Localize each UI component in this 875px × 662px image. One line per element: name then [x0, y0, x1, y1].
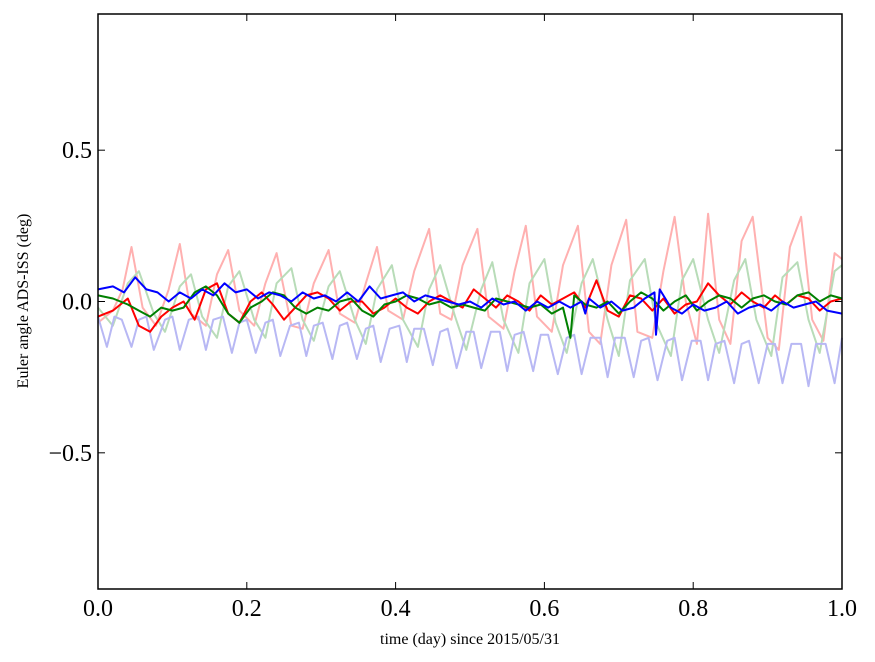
- series-line-1: [97, 212, 843, 351]
- series-line-5: [97, 285, 843, 339]
- y-tick-label: −0.5: [48, 441, 92, 467]
- y-tick-label: 0.5: [62, 138, 92, 164]
- x-tick-label: 1.0: [827, 596, 857, 622]
- plot-frame: [97, 13, 843, 590]
- x-tick-label: 0.0: [83, 596, 113, 622]
- y-axis-label: Euler angle ADS-ISS (deg): [15, 214, 32, 389]
- x-axis-label: time (day) since 2015/05/31: [380, 631, 560, 648]
- series-line-6: [97, 276, 843, 336]
- x-tick-label: 0.2: [232, 596, 262, 622]
- x-tick-label: 0.6: [529, 596, 559, 622]
- x-tick-label: 0.8: [678, 596, 708, 622]
- series-layer: [97, 212, 843, 388]
- x-tick-label: 0.4: [381, 596, 411, 622]
- y-tick-label: 0.0: [62, 290, 92, 316]
- series-line-3: [97, 315, 843, 388]
- tick-layer: 0.0 0.2 0.4 0.6 0.8 1.0 −0.5 0.0 0.5: [48, 14, 857, 622]
